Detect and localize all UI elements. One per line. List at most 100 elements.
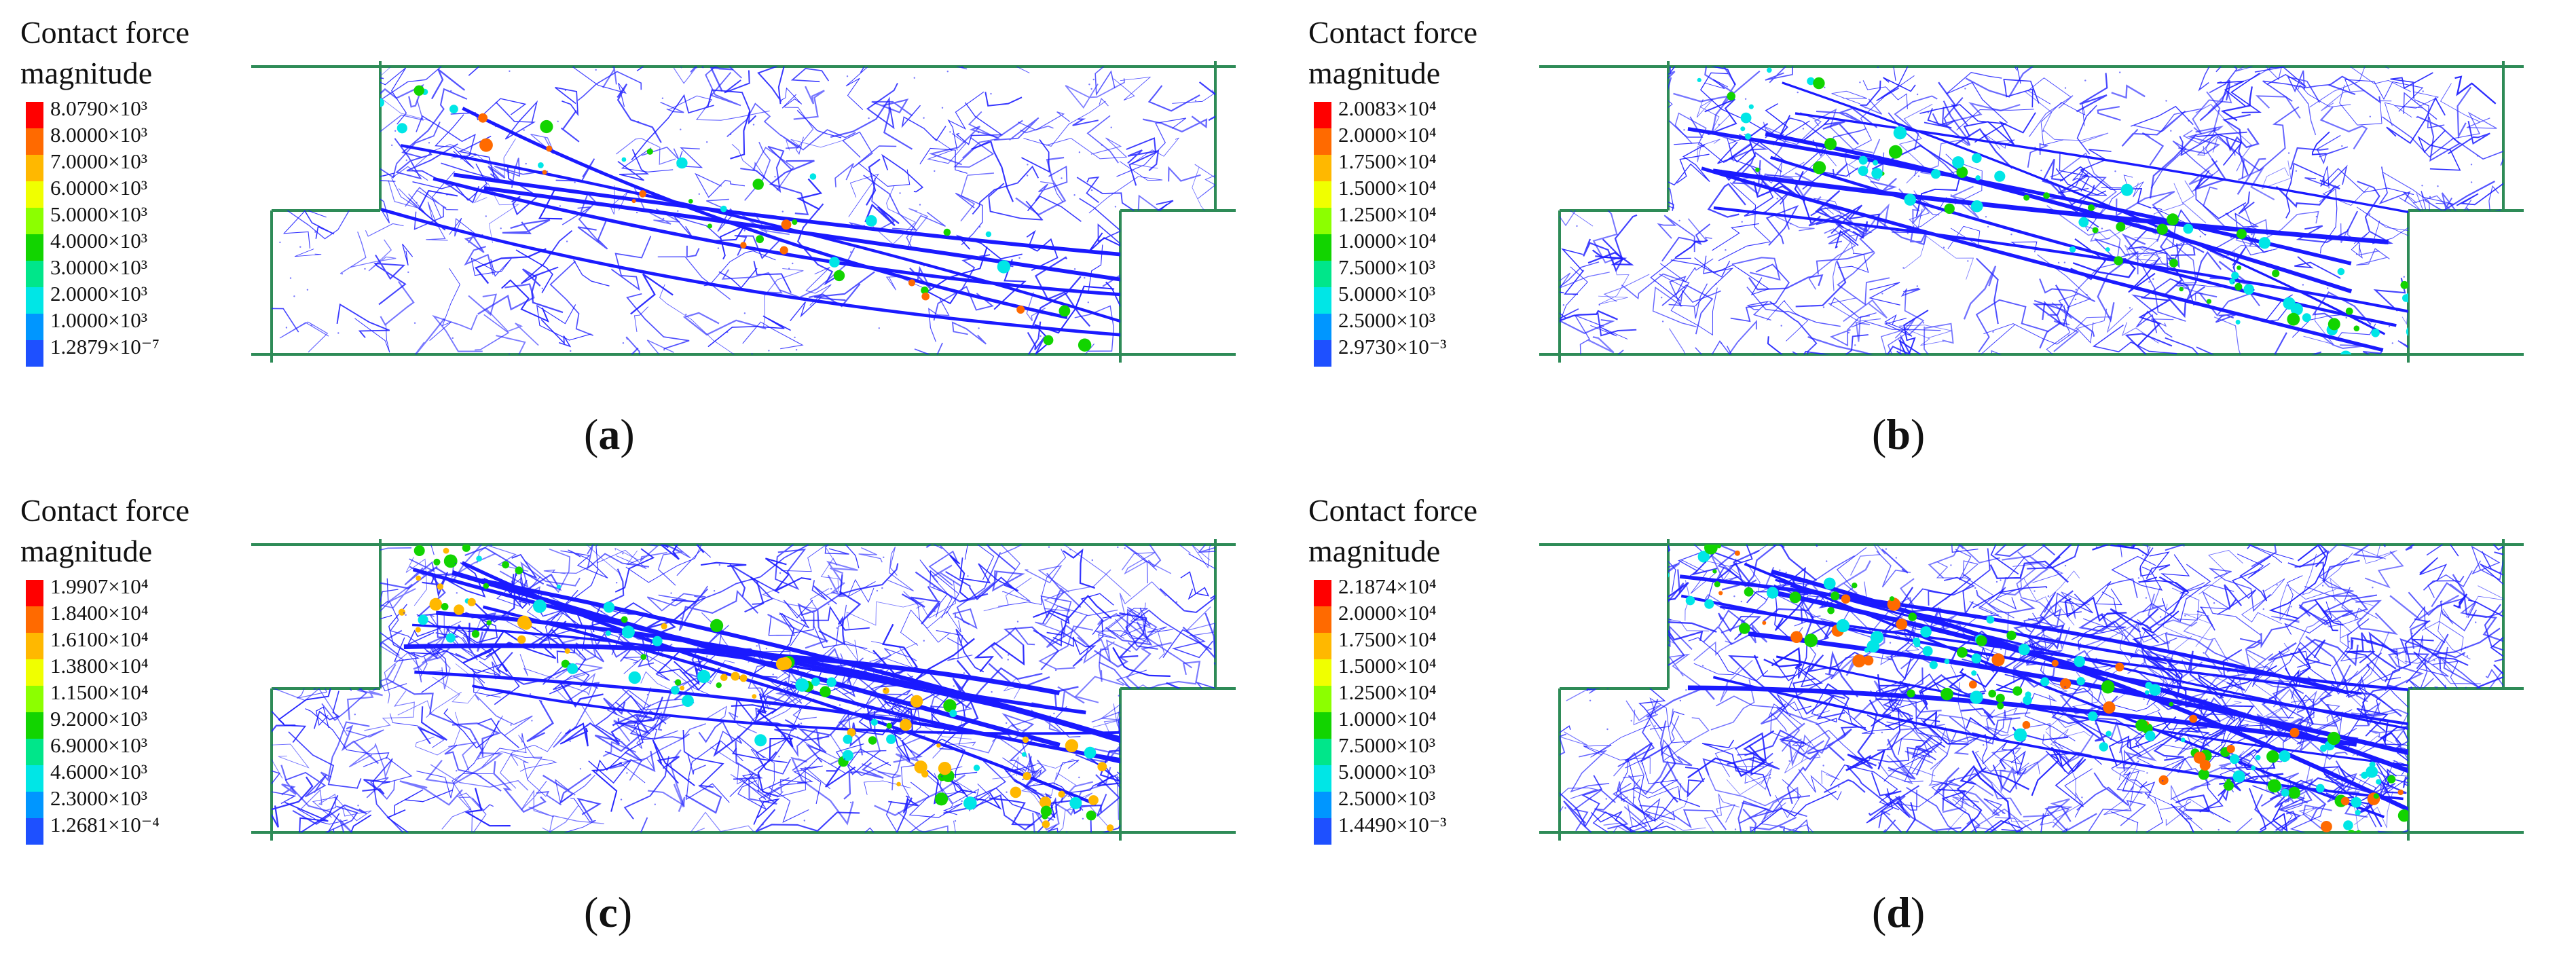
force-strand bbox=[495, 100, 538, 140]
particle-dot bbox=[2010, 761, 2013, 764]
force-strand bbox=[1888, 657, 1943, 713]
force-strand bbox=[855, 720, 913, 762]
force-strand bbox=[561, 110, 580, 143]
force-strand bbox=[1603, 822, 1642, 832]
force-strand bbox=[928, 299, 950, 342]
particle-dot bbox=[2234, 213, 2237, 215]
force-strand bbox=[2145, 650, 2203, 684]
particle-dot bbox=[1740, 600, 1742, 603]
particle-dot bbox=[1660, 189, 1663, 191]
particle-dot bbox=[1656, 143, 1658, 145]
force-strand bbox=[1832, 163, 1848, 179]
force-strand bbox=[834, 163, 854, 187]
force-strand bbox=[825, 765, 856, 788]
force-strand bbox=[2171, 587, 2200, 621]
particle-dot bbox=[1630, 720, 1632, 722]
force-hotspot bbox=[2167, 213, 2179, 226]
force-strand bbox=[733, 741, 763, 780]
particle-dot bbox=[546, 170, 549, 172]
main-force-chain bbox=[380, 208, 1124, 337]
force-hotspot bbox=[1088, 795, 1099, 805]
particle-dot bbox=[579, 768, 582, 770]
force-strand bbox=[2122, 761, 2139, 792]
force-strand bbox=[1602, 214, 1638, 259]
force-hotspot bbox=[1913, 640, 1921, 648]
force-hotspot bbox=[2353, 325, 2360, 332]
force-strand bbox=[2116, 767, 2145, 772]
force-strand bbox=[2027, 545, 2080, 570]
force-strand bbox=[284, 92, 308, 122]
particle-dot bbox=[2166, 756, 2168, 759]
force-strand bbox=[671, 67, 707, 69]
force-strand bbox=[1637, 545, 1671, 566]
force-hotspot bbox=[1871, 631, 1884, 644]
force-strand bbox=[1032, 789, 1052, 801]
force-strand bbox=[2243, 204, 2268, 236]
force-strand bbox=[272, 575, 305, 600]
force-strand bbox=[501, 279, 549, 323]
force-strand bbox=[682, 312, 767, 336]
particle-dot bbox=[1790, 223, 1792, 225]
particle-dot bbox=[1594, 172, 1596, 174]
particle-dot bbox=[849, 801, 852, 804]
force-hotspot bbox=[934, 792, 949, 806]
force-strand bbox=[1726, 777, 1768, 795]
particle-dot bbox=[1922, 322, 1925, 324]
force-strand bbox=[864, 203, 900, 227]
particle-dot bbox=[2368, 213, 2371, 215]
force-strand bbox=[2074, 308, 2133, 333]
force-strand bbox=[329, 131, 380, 162]
force-strand bbox=[1644, 798, 1676, 821]
legend-label: 2.0000×10³ bbox=[50, 282, 148, 306]
force-strand bbox=[2030, 813, 2046, 832]
particle-dot bbox=[1007, 654, 1010, 656]
particle-dot bbox=[990, 92, 992, 95]
force-hotspot bbox=[676, 157, 688, 169]
force-hotspot bbox=[449, 105, 458, 113]
force-strand bbox=[1822, 121, 1859, 145]
force-strand bbox=[753, 798, 780, 825]
particle-dot bbox=[354, 714, 356, 716]
force-strand bbox=[993, 117, 1039, 141]
force-strand bbox=[1162, 629, 1213, 659]
particle-dot bbox=[1114, 206, 1117, 208]
force-strand bbox=[1173, 751, 1215, 818]
particle-dot bbox=[531, 720, 533, 722]
force-strand bbox=[820, 546, 839, 596]
legend-label: 1.7500×10⁴ bbox=[1338, 627, 1437, 651]
force-hotspot bbox=[2156, 223, 2168, 235]
force-hotspot bbox=[603, 602, 615, 613]
force-strand bbox=[1121, 551, 1172, 575]
particle-dot bbox=[1854, 344, 1856, 346]
force-strand bbox=[2179, 131, 2247, 157]
force-strand bbox=[1704, 793, 1740, 832]
force-hotspot bbox=[471, 630, 480, 638]
force-strand bbox=[346, 683, 383, 720]
force-strand bbox=[1693, 640, 1734, 661]
force-strand bbox=[1767, 336, 1883, 354]
particle-dot bbox=[1654, 725, 1656, 727]
force-strand bbox=[845, 67, 868, 110]
particle-dot bbox=[1605, 798, 1607, 800]
force-strand bbox=[705, 705, 727, 722]
particle-dot bbox=[923, 117, 925, 119]
force-hotspot bbox=[2023, 194, 2030, 201]
particle-dot bbox=[1598, 304, 1600, 306]
force-strand bbox=[1035, 605, 1118, 632]
force-strand bbox=[1710, 679, 1755, 731]
force-strand bbox=[1870, 177, 1898, 193]
legend-label: 1.5000×10⁴ bbox=[1338, 176, 1437, 200]
force-strand bbox=[2182, 127, 2220, 193]
force-hotspot bbox=[792, 219, 798, 225]
force-strand bbox=[1198, 81, 1215, 122]
particle-dot bbox=[619, 619, 622, 621]
force-hotspot bbox=[621, 616, 628, 623]
force-strand bbox=[292, 656, 350, 670]
force-strand bbox=[2352, 545, 2386, 559]
force-strand bbox=[1613, 752, 1645, 779]
force-strand bbox=[1607, 184, 1674, 211]
force-hotspot bbox=[2387, 775, 2396, 784]
force-strand bbox=[1880, 328, 1911, 354]
force-strand bbox=[2320, 166, 2414, 196]
particle-dot bbox=[574, 181, 576, 183]
